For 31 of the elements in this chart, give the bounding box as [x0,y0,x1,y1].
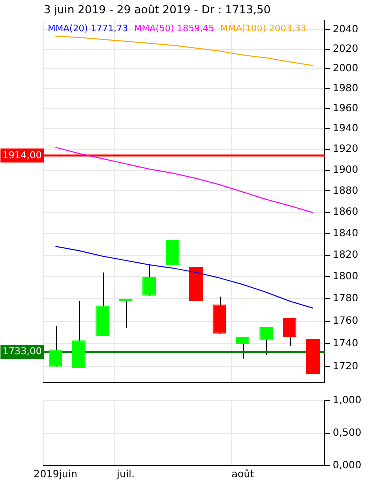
y-tick-label: 2040 [333,24,358,36]
series-label: MMA(100) 2003,33 [220,24,306,35]
y-tick-label: 1720 [333,361,358,372]
y-tick-label: 1980 [333,83,358,94]
y-tick-label: 1800 [333,272,358,283]
y-tick-label: 1760 [333,316,358,328]
x-tick-label: août [232,470,254,481]
y-tick-label: 1960 [333,103,358,114]
candlestick [236,336,250,360]
y-tick-label: 1940 [333,124,358,135]
y-tick-label: 1900 [333,164,358,176]
y-tick-label: 1840 [333,228,358,240]
chart-title: 3 juin 2019 - 29 août 2019 - Dr : 1713,50 [44,3,271,16]
y-tick-label: 0,500 [333,428,362,440]
candlestick [119,298,133,329]
y-tick-label: 1,000 [333,396,362,407]
y-tick-label: 1880 [333,186,358,197]
y-tick-label: 0,000 [333,460,362,472]
x-tick-label: juil. [116,470,135,481]
ref-line-label: 1914,00 [2,150,42,162]
y-tick-label: 1860 [333,206,358,218]
y-tick-label: 2000 [333,64,358,75]
y-tick-label: 2020 [333,44,358,55]
y-tick-label: 1920 [333,144,358,156]
ref-line-label: 1733,00 [2,346,42,358]
y-tick-label: 1780 [333,294,358,305]
text: MMA(50) 1859,45 [134,24,214,35]
text: MMA(20) 1771,73 [48,24,128,35]
x-tick-label: 2019juin [34,470,78,481]
y-tick-label: 1820 [333,250,358,261]
y-tick-label: 1740 [333,338,358,350]
